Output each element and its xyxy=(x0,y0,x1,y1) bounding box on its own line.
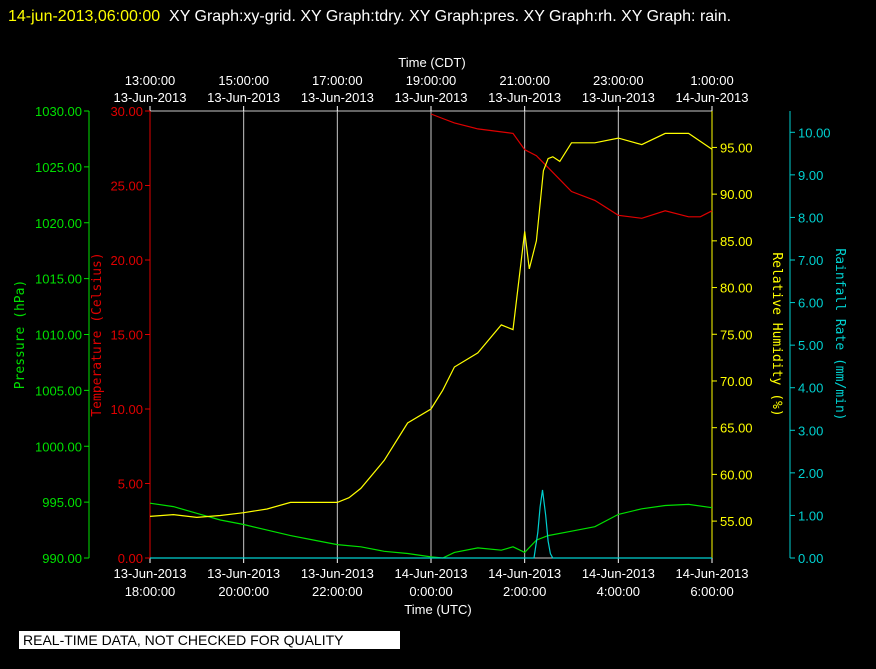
x-top-axis-title: Time (CDT) xyxy=(398,55,465,70)
pressure-tick-label: 1030.00 xyxy=(35,104,82,119)
humidity-tick-label: 55.00 xyxy=(720,514,753,529)
x-bottom-tick-date: 13-Jun-2013 xyxy=(114,566,187,581)
rainfall-tick-label: 1.00 xyxy=(798,508,823,523)
x-bottom-tick-date: 13-Jun-2013 xyxy=(301,566,374,581)
temperature-tick-label: 10.00 xyxy=(110,402,143,417)
temperature-tick-label: 5.00 xyxy=(118,477,143,492)
x-bottom-tick-time: 0:00:00 xyxy=(409,584,452,599)
pressure-tick-label: 990.00 xyxy=(42,551,82,566)
pressure-tick-label: 1005.00 xyxy=(35,383,82,398)
temperature-axis-title: Temperature (Celsius) xyxy=(90,252,105,416)
pressure-tick-label: 1015.00 xyxy=(35,272,82,287)
temperature-series-line xyxy=(430,113,713,219)
x-bottom-tick-time: 2:00:00 xyxy=(503,584,546,599)
humidity-tick-label: 90.00 xyxy=(720,187,753,202)
quality-notice: REAL-TIME DATA, NOT CHECKED FOR QUALITY xyxy=(19,631,400,649)
pressure-tick-label: 995.00 xyxy=(42,495,82,510)
x-bottom-tick-time: 22:00:00 xyxy=(312,584,363,599)
rainfall-tick-label: 9.00 xyxy=(798,168,823,183)
humidity-tick-label: 75.00 xyxy=(720,327,753,342)
x-bottom-tick-time: 4:00:00 xyxy=(597,584,640,599)
rainfall-tick-label: 0.00 xyxy=(798,551,823,566)
rainfall-tick-label: 10.00 xyxy=(798,125,831,140)
pressure-axis-title: Pressure (hPa) xyxy=(13,280,28,390)
humidity-series-line xyxy=(149,132,713,519)
x-bottom-tick-date: 14-Jun-2013 xyxy=(395,566,468,581)
x-bottom-tick-time: 18:00:00 xyxy=(125,584,176,599)
rainfall-tick-label: 4.00 xyxy=(798,381,823,396)
humidity-tick-label: 70.00 xyxy=(720,374,753,389)
rainfall-tick-label: 6.00 xyxy=(798,296,823,311)
rainfall-tick-label: 2.00 xyxy=(798,466,823,481)
x-bottom-tick-date: 14-Jun-2013 xyxy=(582,566,655,581)
temperature-tick-label: 25.00 xyxy=(110,179,143,194)
x-top-tick-date: 13-Jun-2013 xyxy=(114,90,187,105)
header-graph-list: XY Graph:xy-grid. XY Graph:tdry. XY Grap… xyxy=(169,8,732,25)
rainfall-series-line xyxy=(150,489,712,559)
x-top-tick-time: 17:00:00 xyxy=(312,73,363,88)
chart-header: 14-jun-2013,06:00:00 XY Graph:xy-grid. X… xyxy=(8,3,868,30)
pressure-series-line xyxy=(149,502,713,559)
temperature-tick-label: 15.00 xyxy=(110,328,143,343)
x-top-tick-time: 13:00:00 xyxy=(125,73,176,88)
humidity-tick-label: 80.00 xyxy=(720,281,753,296)
humidity-tick-label: 95.00 xyxy=(720,140,753,155)
temperature-tick-label: 20.00 xyxy=(110,253,143,268)
temperature-tick-label: 30.00 xyxy=(110,104,143,119)
rainfall-tick-label: 7.00 xyxy=(798,253,823,268)
x-top-tick-time: 1:00:00 xyxy=(690,73,733,88)
x-top-tick-time: 15:00:00 xyxy=(218,73,269,88)
humidity-tick-label: 60.00 xyxy=(720,467,753,482)
x-top-tick-time: 21:00:00 xyxy=(499,73,550,88)
x-top-tick-date: 13-Jun-2013 xyxy=(207,90,280,105)
x-bottom-tick-time: 20:00:00 xyxy=(218,584,269,599)
rainfall-tick-label: 8.00 xyxy=(798,210,823,225)
x-bottom-tick-date: 13-Jun-2013 xyxy=(207,566,280,581)
temperature-tick-label: 0.00 xyxy=(118,551,143,566)
rainfall-tick-label: 5.00 xyxy=(798,338,823,353)
pressure-tick-label: 1000.00 xyxy=(35,439,82,454)
x-top-tick-time: 23:00:00 xyxy=(593,73,644,88)
pressure-tick-label: 1025.00 xyxy=(35,160,82,175)
x-top-tick-date: 13-Jun-2013 xyxy=(488,90,561,105)
x-bottom-tick-date: 14-Jun-2013 xyxy=(488,566,561,581)
humidity-tick-label: 65.00 xyxy=(720,421,753,436)
x-top-tick-date: 14-Jun-2013 xyxy=(676,90,749,105)
x-top-tick-date: 13-Jun-2013 xyxy=(395,90,468,105)
x-bottom-tick-time: 6:00:00 xyxy=(690,584,733,599)
humidity-axis-title: Relative Humidity (%) xyxy=(769,252,784,416)
x-bottom-axis-title: Time (UTC) xyxy=(404,602,471,617)
rainfall-axis-title: Rainfall Rate (mm/min) xyxy=(832,248,847,420)
humidity-tick-label: 85.00 xyxy=(720,234,753,249)
x-top-tick-date: 13-Jun-2013 xyxy=(301,90,374,105)
x-bottom-tick-date: 14-Jun-2013 xyxy=(676,566,749,581)
rainfall-tick-label: 3.00 xyxy=(798,423,823,438)
x-top-tick-date: 13-Jun-2013 xyxy=(582,90,655,105)
x-top-tick-time: 19:00:00 xyxy=(406,73,457,88)
pressure-tick-label: 1010.00 xyxy=(35,328,82,343)
pressure-tick-label: 1020.00 xyxy=(35,216,82,231)
header-timestamp: 14-jun-2013,06:00:00 xyxy=(8,8,161,25)
